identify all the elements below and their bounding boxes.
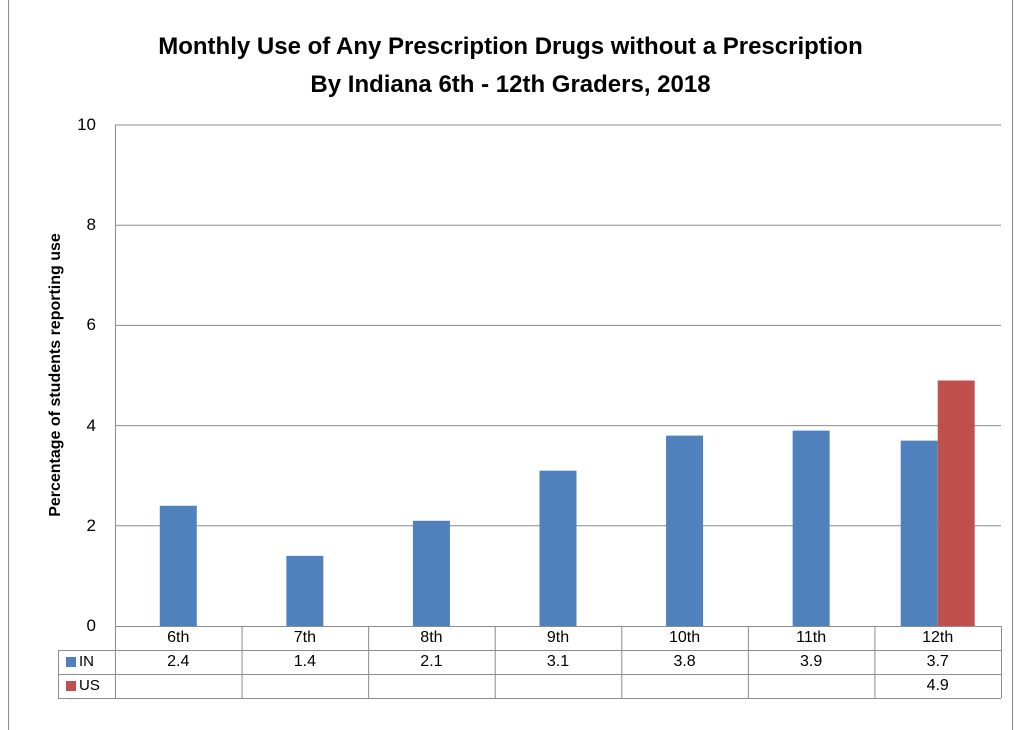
y-tick-label: 6 bbox=[86, 315, 96, 335]
bar-in-11th bbox=[792, 430, 830, 626]
data-label-in: 3.8 bbox=[673, 653, 696, 670]
legend-label-us: US bbox=[79, 677, 100, 694]
bar-in-8th bbox=[412, 520, 450, 626]
data-label-in: 2.4 bbox=[167, 653, 190, 670]
y-tick-label: 8 bbox=[86, 215, 96, 235]
chart-title: Monthly Use of Any Prescription Drugs wi… bbox=[158, 33, 863, 60]
y-tick-label: 10 bbox=[77, 115, 96, 134]
y-tick-label: 0 bbox=[86, 616, 96, 635]
x-tick-label: 8th bbox=[420, 629, 443, 646]
chart-subtitle: By Indiana 6th - 12th Graders, 2018 bbox=[310, 71, 711, 98]
bar-in-9th bbox=[539, 470, 577, 626]
x-tick-label: 6th bbox=[167, 629, 190, 646]
bar-in-6th bbox=[159, 505, 197, 626]
legend-label-in: IN bbox=[79, 653, 94, 670]
data-label-in: 2.1 bbox=[420, 653, 443, 670]
x-tick-label: 9th bbox=[546, 629, 570, 646]
data-label-in: 3.9 bbox=[800, 653, 823, 670]
data-label-in: 3.1 bbox=[546, 653, 570, 670]
chart-frame bbox=[8, 0, 1013, 730]
y-tick-label: 2 bbox=[86, 515, 96, 535]
x-tick-label: 12th bbox=[922, 629, 954, 646]
data-label-in: 3.7 bbox=[926, 653, 949, 670]
bar-us-12th bbox=[937, 380, 975, 626]
bar-in-12th bbox=[900, 440, 938, 626]
data-label-us: 4.9 bbox=[926, 677, 949, 694]
x-tick-label: 11th bbox=[796, 629, 827, 646]
data-label-in: 1.4 bbox=[293, 653, 316, 670]
legend-key-in bbox=[66, 657, 76, 667]
bar-in-7th bbox=[286, 555, 324, 626]
x-tick-label: 10th bbox=[668, 629, 701, 646]
y-tick-label: 4 bbox=[86, 415, 96, 435]
bar-in-10th bbox=[666, 435, 704, 626]
legend-key-us bbox=[66, 681, 76, 691]
x-tick-label: 7th bbox=[293, 629, 316, 646]
